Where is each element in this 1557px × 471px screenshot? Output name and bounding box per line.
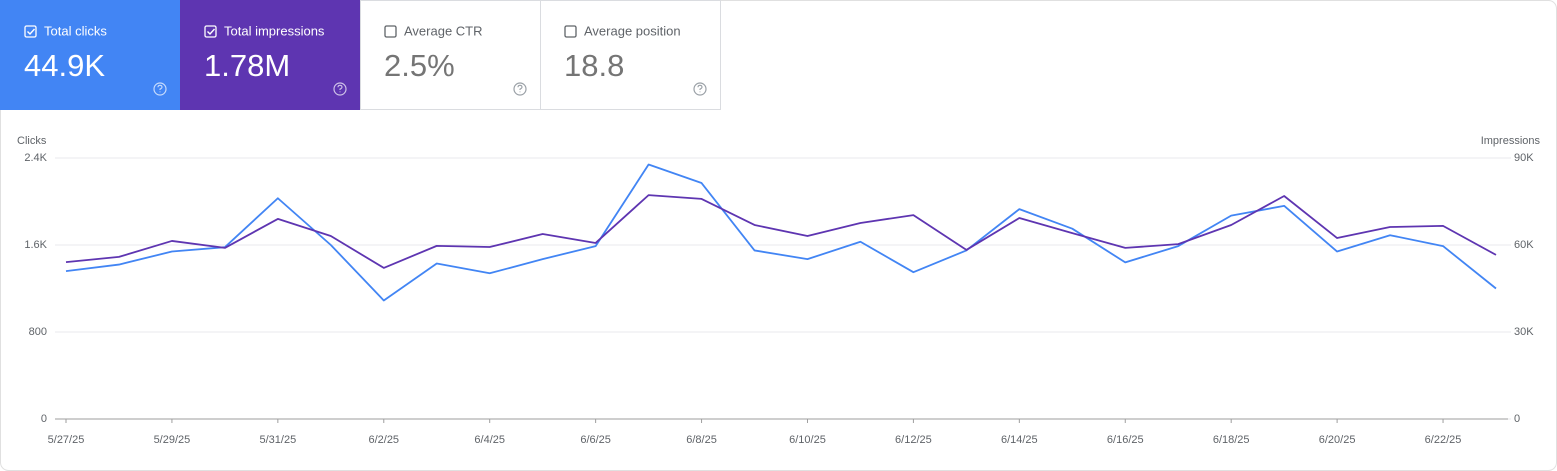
card-label: Total clicks [44, 23, 107, 38]
help-mark [697, 84, 703, 93]
help-icon [693, 82, 707, 96]
series-line [65, 194, 1497, 269]
x-tick-label: 5/31/25 [260, 434, 297, 446]
help-mark [517, 84, 523, 93]
y-axis-label: Clicks [17, 135, 47, 147]
x-tick-label: 6/12/25 [895, 434, 932, 446]
card-background [180, 0, 361, 110]
card-label: Total impressions [224, 23, 325, 38]
card-value: 18.8 [564, 48, 624, 83]
x-tick-label: 6/14/25 [1001, 434, 1038, 446]
x-tick-label: 6/6/25 [580, 434, 611, 446]
card-background [540, 0, 721, 110]
x-tick-label: 6/22/25 [1425, 434, 1462, 446]
checkbox [564, 25, 577, 38]
help-icon [513, 82, 527, 96]
y2-tick-label: 30K [1514, 326, 1534, 338]
x-tick-label: 6/20/25 [1319, 434, 1356, 446]
metric-card[interactable]: Total impressions 1.78M [180, 0, 361, 110]
checkmark [207, 28, 216, 36]
metric-card[interactable]: Total clicks 44.9K [0, 0, 181, 110]
x-tick-label: 5/27/25 [48, 434, 85, 446]
x-tick-label: 5/29/25 [154, 434, 191, 446]
y-tick-label: 2.4K [24, 152, 47, 164]
y-tick-label: 800 [29, 326, 47, 338]
x-tick-label: 6/16/25 [1107, 434, 1144, 446]
card-value: 44.9K [24, 48, 105, 83]
y2-tick-label: 60K [1514, 239, 1534, 251]
help-mark [337, 84, 343, 93]
help-icon [153, 82, 167, 96]
card-value: 2.5% [384, 48, 455, 83]
card-background [360, 0, 541, 110]
y2-axis-label: Impressions [1481, 135, 1541, 147]
checkmark [27, 28, 36, 36]
metric-card[interactable]: Average CTR 2.5% [360, 0, 541, 110]
y2-tick-label: 0 [1514, 413, 1520, 425]
checkbox [204, 25, 217, 38]
y-tick-label: 0 [41, 413, 47, 425]
card-value: 1.78M [204, 48, 290, 83]
card-label: Average CTR [404, 23, 483, 38]
help-icon [333, 82, 347, 96]
y2-tick-label: 90K [1514, 152, 1534, 164]
x-tick-label: 6/10/25 [789, 434, 826, 446]
x-tick-label: 6/8/25 [686, 434, 717, 446]
metric-card[interactable]: Average position 18.8 [540, 0, 721, 110]
card-label: Average position [584, 23, 681, 38]
x-tick-label: 6/18/25 [1213, 434, 1250, 446]
checkbox [24, 25, 37, 38]
card-background [0, 0, 181, 110]
help-mark [157, 84, 163, 93]
x-tick-label: 6/2/25 [368, 434, 399, 446]
y-tick-label: 1.6K [24, 239, 47, 251]
x-tick-label: 6/4/25 [474, 434, 505, 446]
checkbox [384, 25, 397, 38]
